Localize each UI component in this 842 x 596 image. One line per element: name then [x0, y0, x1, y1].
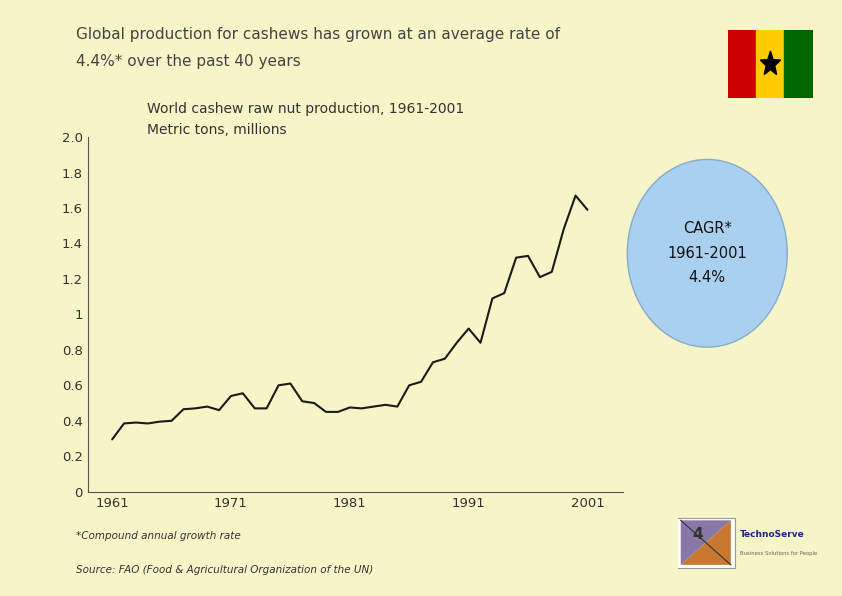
Text: Metric tons, millions: Metric tons, millions	[147, 123, 287, 137]
Text: Global production for cashews has grown at an average rate of: Global production for cashews has grown …	[76, 27, 560, 42]
Text: TechnoServe: TechnoServe	[740, 530, 804, 539]
Bar	[728, 30, 756, 98]
Text: 4.4%* over the past 40 years: 4.4%* over the past 40 years	[76, 54, 301, 69]
Ellipse shape	[627, 160, 787, 347]
Bar	[785, 30, 813, 98]
FancyBboxPatch shape	[676, 519, 735, 567]
Text: 4: 4	[692, 527, 703, 542]
Polygon shape	[681, 520, 731, 565]
Text: CAGR*
1961-2001
4.4%: CAGR* 1961-2001 4.4%	[668, 221, 747, 285]
Bar	[756, 30, 785, 98]
Text: Business Solutions for People: Business Solutions for People	[740, 551, 817, 555]
Polygon shape	[760, 51, 781, 74]
Polygon shape	[681, 520, 731, 565]
Text: *Compound annual growth rate: *Compound annual growth rate	[76, 532, 241, 541]
Text: Source: FAO (Food & Agricultural Organization of the UN): Source: FAO (Food & Agricultural Organiz…	[76, 566, 373, 575]
Text: World cashew raw nut production, 1961-2001: World cashew raw nut production, 1961-20…	[147, 103, 465, 116]
